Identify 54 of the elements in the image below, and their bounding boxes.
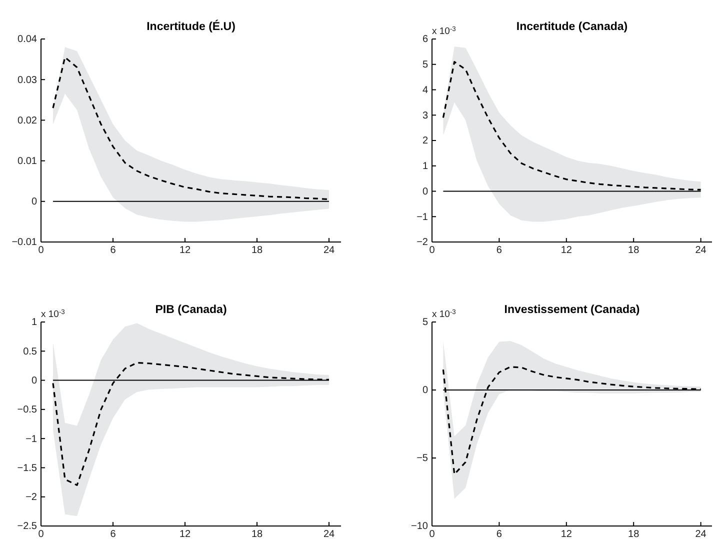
x-tick-label: 12 bbox=[179, 529, 191, 539]
y-tick-label: 0 bbox=[422, 385, 428, 396]
y-tick-label: 1 bbox=[31, 317, 38, 328]
y-tick-label: 0.01 bbox=[18, 156, 38, 167]
y-tick-label: −1.5 bbox=[17, 462, 38, 474]
chart-title: Investissement (Canada) bbox=[504, 304, 640, 316]
y-tick-label: −0.5 bbox=[17, 404, 38, 416]
x-tick-label: 6 bbox=[496, 245, 502, 256]
y-tick-label: 0 bbox=[422, 186, 428, 198]
text: x 10$^{-3}$ bbox=[432, 26, 456, 37]
y-tick-label: 6 bbox=[422, 34, 428, 46]
x-tick-label: 18 bbox=[628, 529, 640, 539]
y-tick-label: 0 bbox=[31, 196, 38, 208]
chart-title: Incertitude (Canada) bbox=[516, 21, 628, 33]
y-tick-label: 5 bbox=[422, 60, 428, 71]
y-tick-label: −1 bbox=[416, 212, 428, 223]
text: x 10$^{-3}$ bbox=[432, 308, 456, 320]
x-tick-label: 24 bbox=[323, 245, 335, 256]
y-tick-label: 3 bbox=[422, 110, 428, 122]
x-tick-label: 18 bbox=[251, 245, 263, 256]
x-tick-label: 6 bbox=[110, 245, 116, 256]
x-tick-label: 18 bbox=[628, 245, 640, 256]
x-tick-label: 0 bbox=[429, 529, 436, 539]
x-tick-label: 0 bbox=[38, 245, 44, 256]
y-tick-label: −2 bbox=[416, 237, 428, 248]
x-tick-label: 6 bbox=[496, 529, 502, 539]
y-tick-label: −2.5 bbox=[17, 521, 38, 532]
y-tick-label: 0 bbox=[31, 375, 38, 386]
y-tick-label: 5 bbox=[422, 317, 428, 328]
y-tick-label: −10 bbox=[411, 521, 428, 532]
x-tick-label: 6 bbox=[110, 529, 116, 539]
y-tick-label: 2 bbox=[422, 136, 428, 147]
x-tick-label: 0 bbox=[38, 529, 44, 539]
x-tick-label: 24 bbox=[695, 245, 707, 256]
x-tick-label: 0 bbox=[429, 245, 436, 256]
y-tick-label: −5 bbox=[416, 453, 428, 464]
chart-title: Incertitude (É.U) bbox=[146, 19, 236, 33]
y-tick-label: 4 bbox=[422, 84, 428, 96]
x-tick-label: 12 bbox=[560, 245, 572, 256]
x-tick-label: 18 bbox=[251, 529, 263, 539]
y-tick-label: −1 bbox=[26, 434, 38, 445]
x-tick-label: 12 bbox=[560, 529, 572, 539]
chart-title: PIB (Canada) bbox=[155, 304, 227, 316]
x-tick-label: 24 bbox=[695, 529, 707, 539]
text: x 10$^{-3}$ bbox=[41, 308, 66, 320]
y-tick-label: 0.03 bbox=[18, 74, 38, 86]
y-tick-label: 0.02 bbox=[18, 115, 38, 126]
x-tick-label: 12 bbox=[179, 245, 191, 256]
y-tick-label: 0.04 bbox=[18, 34, 38, 46]
x-tick-label: 24 bbox=[323, 529, 335, 539]
y-tick-label: 1 bbox=[422, 161, 428, 172]
y-tick-label: −2 bbox=[26, 492, 38, 504]
y-tick-label: 0.5 bbox=[23, 346, 38, 358]
y-tick-label: −0.01 bbox=[12, 237, 38, 248]
